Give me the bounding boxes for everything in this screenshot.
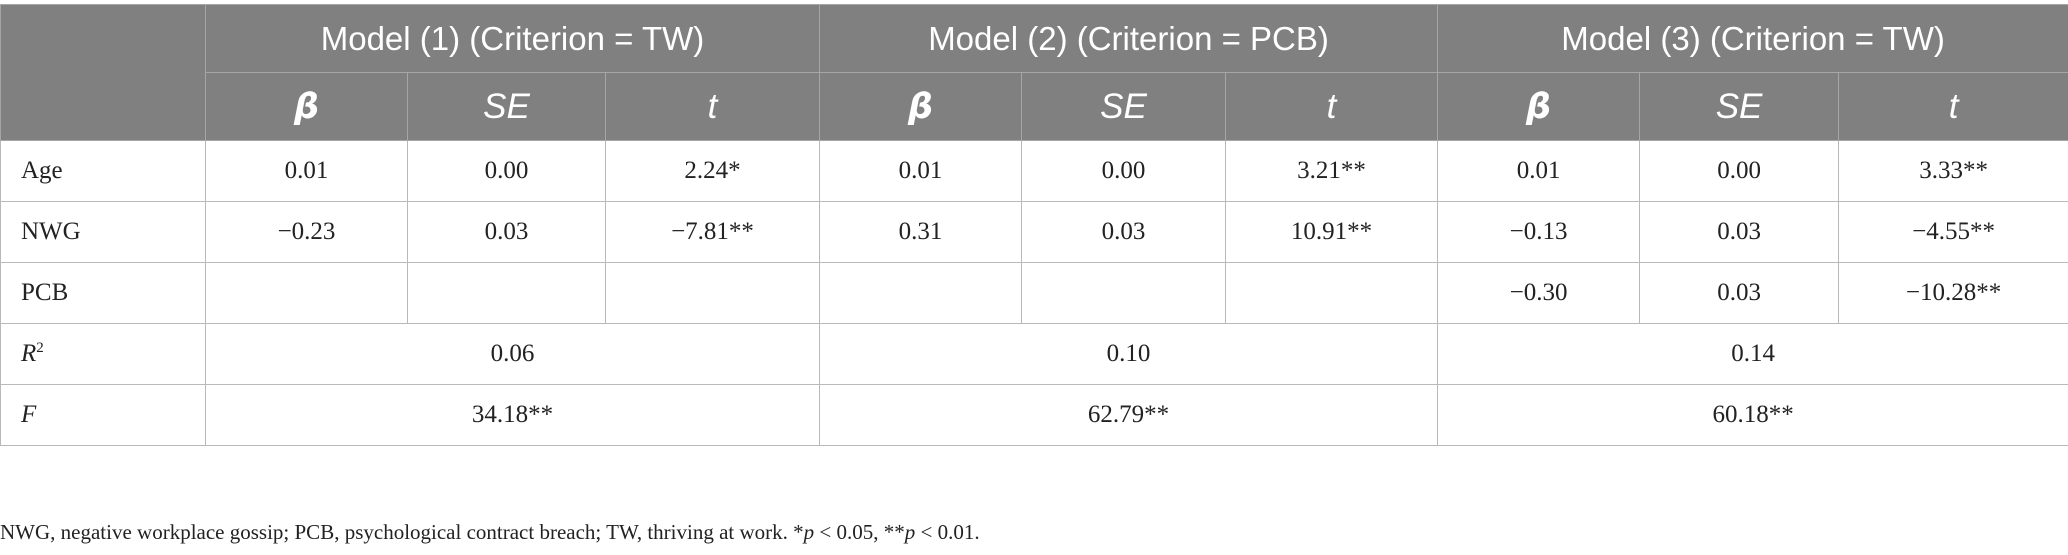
cell-se: 0.03 xyxy=(1639,201,1840,263)
model-header-row: Model (1) (Criterion = TW) Model (2) (Cr… xyxy=(0,4,2068,141)
cell-se: 0.03 xyxy=(407,201,606,263)
cell-t: −7.81** xyxy=(604,201,821,263)
cell-beta: −0.23 xyxy=(205,201,408,263)
stat-header-row: β SE t β SE t β SE t xyxy=(1,72,2068,141)
footnote-threshold: < 0.05, ** xyxy=(814,520,905,544)
cell-se: 0.03 xyxy=(1021,201,1227,263)
cell-se: 0.00 xyxy=(1021,140,1227,202)
cell-t: 3.21** xyxy=(1225,140,1439,202)
cell-beta: 0.01 xyxy=(819,140,1023,202)
t-header: t xyxy=(604,72,821,141)
row-label: PCB xyxy=(0,262,206,324)
table-row-r-squared: R2 0.06 0.10 0.14 xyxy=(0,323,2068,385)
cell-se xyxy=(407,262,606,324)
model-3-f: 60.18** xyxy=(1437,384,2068,446)
cell-beta: 0.01 xyxy=(205,140,408,202)
row-label: F xyxy=(0,384,206,446)
cell-t: −4.55** xyxy=(1838,201,2068,263)
footnote-text: NWG, negative workplace gossip; PCB, psy… xyxy=(0,520,804,544)
footnote-threshold: < 0.01. xyxy=(915,520,980,544)
table-row-pcb: PCB −0.30 0.03 −10.28** xyxy=(0,262,2068,324)
table-row-age: Age 0.01 0.00 2.24* 0.01 0.00 3.21** 0.0… xyxy=(0,140,2068,202)
model-3-r-squared: 0.14 xyxy=(1437,323,2068,385)
cell-se: 0.00 xyxy=(407,140,606,202)
cell-se xyxy=(1021,262,1227,324)
t-header: t xyxy=(1225,72,1439,141)
footnote-p-symbol: p xyxy=(803,520,815,544)
cell-beta: −0.30 xyxy=(1437,262,1641,324)
cell-beta: 0.01 xyxy=(1437,140,1641,202)
cell-beta: 0.31 xyxy=(819,201,1023,263)
cell-t: 10.91** xyxy=(1225,201,1439,263)
cell-t: 3.33** xyxy=(1838,140,2068,202)
cell-beta: −0.13 xyxy=(1437,201,1641,263)
cell-t xyxy=(604,262,821,324)
model-1-r-squared: 0.06 xyxy=(204,323,821,385)
beta-header: β xyxy=(205,72,408,141)
regression-results-table: Model (1) (Criterion = TW) Model (2) (Cr… xyxy=(0,4,2068,446)
t-header: t xyxy=(1838,72,2068,141)
model-1-f: 34.18** xyxy=(204,384,821,446)
beta-header: β xyxy=(1437,72,1641,141)
cell-se: 0.03 xyxy=(1639,262,1840,324)
row-label-header xyxy=(0,4,206,141)
model-3-header: Model (3) (Criterion = TW) xyxy=(1437,4,2068,73)
table-row-f: F 34.18** 62.79** 60.18** xyxy=(0,384,2068,446)
row-label: NWG xyxy=(0,201,206,263)
cell-se: 0.00 xyxy=(1639,140,1840,202)
cell-t xyxy=(1225,262,1439,324)
model-2-f: 62.79** xyxy=(819,384,1439,446)
cell-beta xyxy=(819,262,1023,324)
cell-t: 2.24* xyxy=(604,140,821,202)
beta-header: β xyxy=(819,72,1023,141)
se-header: SE xyxy=(1639,72,1840,141)
se-header: SE xyxy=(1021,72,1227,141)
row-label: R2 xyxy=(0,323,206,385)
model-2-header: Model (2) (Criterion = PCB) xyxy=(819,4,1439,73)
table-footnote: NWG, negative workplace gossip; PCB, psy… xyxy=(0,520,980,545)
model-2-r-squared: 0.10 xyxy=(819,323,1439,385)
r-squared-label: R xyxy=(21,340,37,367)
cell-beta xyxy=(205,262,408,324)
model-1-header: Model (1) (Criterion = TW) xyxy=(204,4,821,73)
se-header: SE xyxy=(407,72,606,141)
table-row-nwg: NWG −0.23 0.03 −7.81** 0.31 0.03 10.91**… xyxy=(0,201,2068,263)
footnote-p-symbol: p xyxy=(904,520,916,544)
r-squared-superscript: 2 xyxy=(36,340,44,356)
cell-t: −10.28** xyxy=(1838,262,2068,324)
row-label: Age xyxy=(0,140,206,202)
